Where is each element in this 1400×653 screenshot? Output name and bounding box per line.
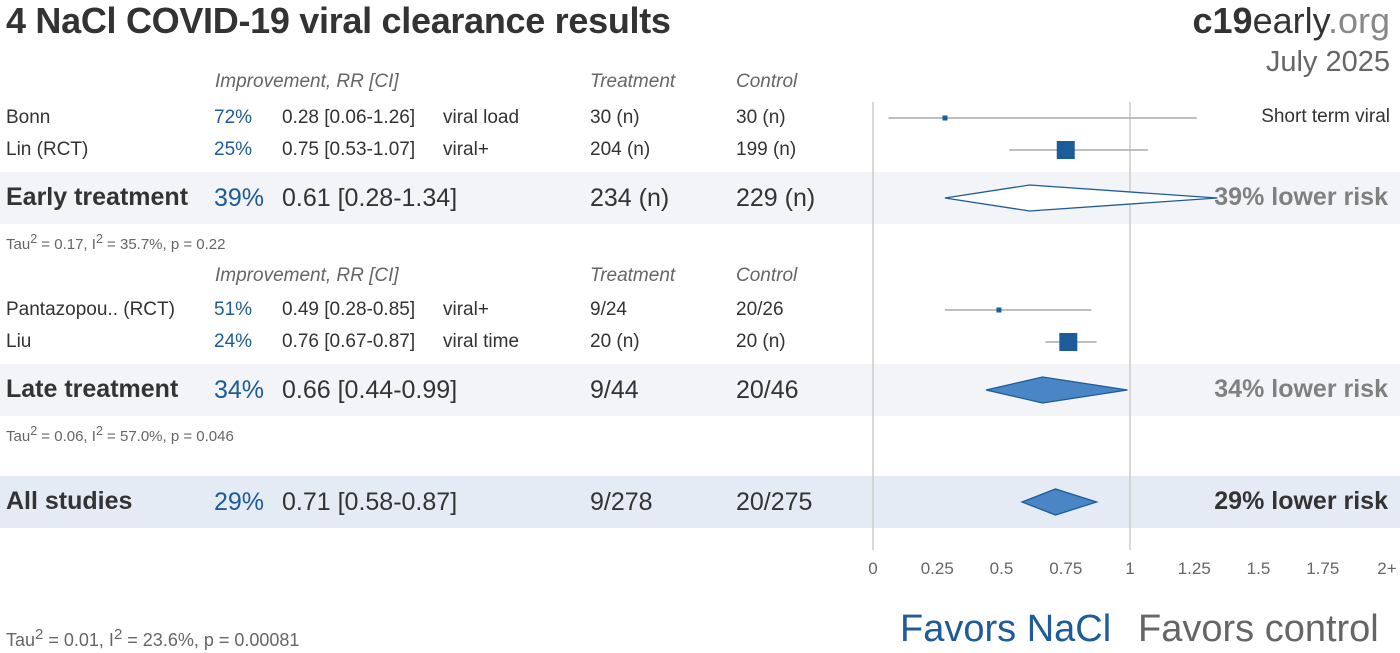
x-tick-label: 2+ [1377,559,1397,578]
x-tick-label: 1.75 [1306,559,1340,578]
all-studies-band [0,476,1400,528]
logo-org: .org [1327,0,1390,41]
header-treatment: Treatment [590,265,676,286]
overall-treatment: 9/278 [590,488,653,516]
study-treatment: 30 (n) [590,107,640,128]
study-rr: 0.76 [0.67-0.87] [282,331,416,352]
favors-treatment-label: Favors NaCl [900,608,1112,650]
summary-risk: 34% lower risk [1214,375,1388,403]
site-logo[interactable]: c19early.org [1193,0,1390,42]
summary-name: Late treatment [6,375,179,403]
date-label: July 2025 [1265,46,1390,78]
x-tick-label: 1 [1125,559,1135,578]
summary-rr: 0.66 [0.44-0.99] [282,376,458,404]
study-outcome: viral+ [443,299,489,320]
study-control: 199 (n) [736,139,797,160]
header-control: Control [736,71,798,92]
study-treatment: 9/24 [590,299,627,320]
point-estimate-square [996,307,1002,313]
overall-control: 20/275 [736,488,813,516]
x-tick-label: 1.5 [1246,559,1271,578]
summary-name: Early treatment [6,183,189,211]
point-estimate-square [942,115,948,121]
tau-stats: Tau2 = 0.17, I2 = 35.7%, p = 0.22 [6,232,226,253]
summary-diamond [1020,488,1099,516]
late-summary-band [0,364,1400,416]
overall-tau-stats: Tau2 = 0.01, I2 = 23.6%, p = 0.00081 [6,626,300,650]
study-control: 20 (n) [736,331,786,352]
summary-risk: 39% lower risk [1214,183,1388,211]
summary-diamond [985,376,1128,404]
study-name[interactable]: Bonn [6,107,51,128]
study-pct: 72% [214,107,253,128]
header-improvement: Improvement, RR [CI] [215,265,399,286]
summary-control: 229 (n) [736,184,816,212]
summary-pct: 34% [214,376,265,404]
x-tick-label: 0.75 [1049,559,1083,578]
study-rr: 0.28 [0.06-1.26] [282,107,416,128]
overall-risk: 29% lower risk [1214,487,1388,515]
favors-control-label: Favors control [1138,608,1379,650]
study-name[interactable]: Liu [6,331,32,352]
study-control: 20/26 [736,299,784,320]
x-tick-label: 0.25 [920,559,954,578]
x-tick-label: 0.5 [989,559,1014,578]
study-pct: 24% [214,331,253,352]
logo-bold: c19 [1192,0,1253,41]
summary-treatment: 234 (n) [590,184,670,212]
overall-name: All studies [6,487,133,515]
point-estimate-square [1059,333,1078,351]
page-title: 4 NaCl COVID-19 viral clearance results [6,0,671,41]
study-outcome: viral+ [443,139,489,160]
point-estimate-square [1056,141,1075,159]
summary-control: 20/46 [736,376,799,404]
summary-pct: 39% [214,184,265,212]
study-control: 30 (n) [736,107,786,128]
study-pct: 51% [214,299,253,320]
study-name[interactable]: Lin (RCT) [6,139,89,160]
header-treatment: Treatment [590,71,676,92]
study-name[interactable]: Pantazopou.. (RCT) [6,299,175,320]
overall-rr: 0.71 [0.58-0.87] [282,488,458,516]
study-outcome: viral load [443,107,520,128]
x-tick-label: 0 [868,559,878,578]
x-tick-label: 1.25 [1177,559,1211,578]
overall-pct: 29% [214,488,265,516]
study-outcome: viral time [443,331,520,352]
header-control: Control [736,265,798,286]
study-rr: 0.49 [0.28-0.85] [282,299,416,320]
header-improvement: Improvement, RR [CI] [215,71,399,92]
short-term-note: Short term viral [1261,106,1390,127]
study-treatment: 204 (n) [590,139,651,160]
study-rr: 0.75 [0.53-1.07] [282,139,416,160]
summary-diamond [944,184,1218,212]
logo-mid: early [1252,0,1328,41]
study-pct: 25% [214,139,253,160]
summary-treatment: 9/44 [590,376,639,404]
tau-stats: Tau2 = 0.06, I2 = 57.0%, p = 0.046 [6,424,234,445]
study-treatment: 20 (n) [590,331,640,352]
summary-rr: 0.61 [0.28-1.34] [282,184,458,212]
